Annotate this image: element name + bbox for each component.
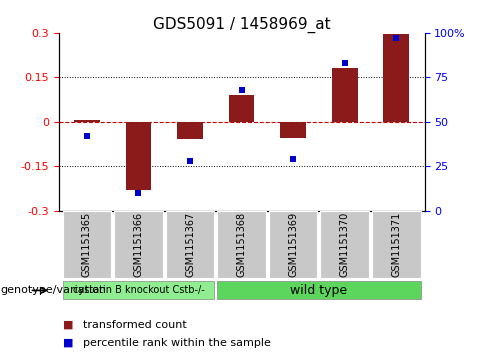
Point	[392, 35, 400, 41]
Text: transformed count: transformed count	[83, 320, 187, 330]
Point	[238, 87, 245, 93]
Point	[83, 133, 91, 139]
Bar	[332, 68, 358, 122]
Text: GSM1151367: GSM1151367	[185, 212, 195, 277]
Bar	[177, 122, 203, 139]
Text: GSM1151370: GSM1151370	[340, 212, 350, 277]
Bar	[74, 120, 100, 122]
Text: wild type: wild type	[290, 284, 347, 297]
Text: genotype/variation: genotype/variation	[0, 285, 106, 295]
Point	[341, 60, 348, 66]
Text: GSM1151366: GSM1151366	[133, 212, 143, 277]
Bar	[125, 122, 151, 190]
Text: GSM1151365: GSM1151365	[82, 212, 92, 277]
Bar	[229, 95, 254, 122]
Text: percentile rank within the sample: percentile rank within the sample	[83, 338, 271, 348]
Bar	[383, 34, 409, 122]
Text: ■: ■	[63, 338, 74, 348]
Bar	[280, 122, 306, 138]
Point	[289, 156, 297, 162]
Text: cystatin B knockout Cstb-/-: cystatin B knockout Cstb-/-	[73, 285, 204, 295]
Text: GSM1151368: GSM1151368	[237, 212, 246, 277]
Text: GSM1151371: GSM1151371	[391, 212, 401, 277]
Text: ■: ■	[63, 320, 74, 330]
Title: GDS5091 / 1458969_at: GDS5091 / 1458969_at	[153, 16, 330, 33]
Point	[186, 158, 194, 164]
Point	[135, 190, 142, 196]
Text: GSM1151369: GSM1151369	[288, 212, 298, 277]
